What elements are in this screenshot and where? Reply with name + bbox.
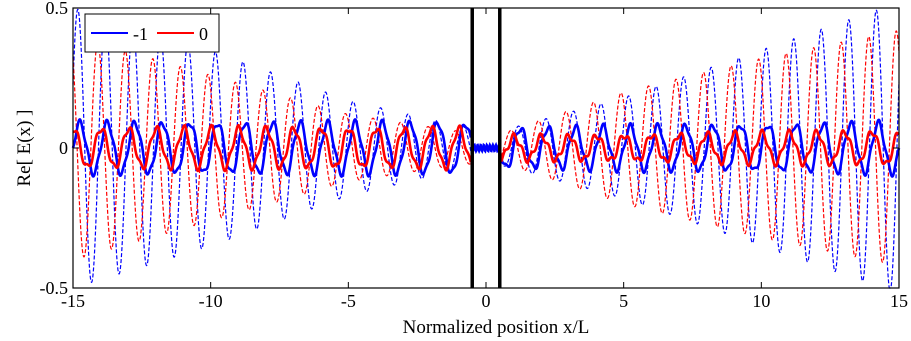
x-tick-label: 5: [619, 291, 628, 311]
x-tick-labels: -15 -10 -5 0 5 10 15: [61, 291, 908, 311]
x-tick-label: -5: [341, 291, 356, 311]
legend-label-series-1: -1: [133, 24, 148, 44]
x-tick-label: -10: [199, 291, 223, 311]
legend-label-series-2: 0: [199, 24, 208, 44]
y-tick-labels: -0.5 0 0.5: [40, 0, 69, 298]
x-tick-label: 10: [752, 291, 770, 311]
y-tick-label: -0.5: [40, 278, 69, 298]
dashed-2-line-0: [72, 8, 472, 284]
y-axis-label: Re[ E(x) ]: [14, 109, 35, 186]
series-1-line-0: [72, 123, 473, 173]
dashed-3-line-1: [500, 30, 900, 264]
x-tick-label: 15: [890, 291, 908, 311]
axis-ticks: [72, 7, 900, 289]
x-tick-label: -15: [61, 291, 85, 311]
dashed-2-line-1: [500, 9, 900, 289]
x-axis-label: Normalized position x/L: [403, 317, 590, 338]
legend: -1 0: [84, 13, 220, 53]
series-1-line-1: [499, 128, 900, 168]
slab-boundaries: [470, 8, 502, 288]
slab-interior-line: [471, 141, 501, 155]
series-layer: [71, 8, 901, 289]
x-tick-label: 0: [482, 291, 491, 311]
y-tick-label: 0.5: [46, 0, 69, 18]
y-tick-label: 0: [59, 138, 68, 158]
series-0-line-0: [71, 118, 473, 178]
dashed-3-line-0: [72, 42, 472, 258]
